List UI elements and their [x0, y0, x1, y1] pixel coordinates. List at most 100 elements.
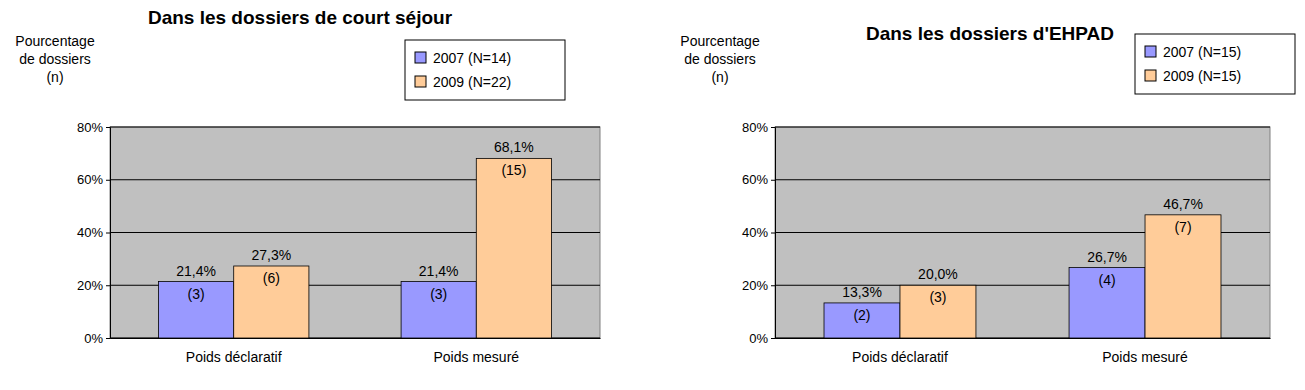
y-tick: 80%: [77, 120, 110, 135]
count-label: (3): [188, 286, 205, 302]
y-tick-label: 60%: [77, 172, 103, 187]
data-label: 27,3%: [251, 247, 291, 263]
x-axis: Poids déclaratif Poids mesuré: [111, 338, 601, 365]
legend-label: 2009 (N=22): [433, 74, 511, 90]
y-tick-mark: [106, 285, 110, 286]
y-tick-mark: [771, 233, 775, 234]
y-axis-title: Pourcentagede dossiers(n): [15, 33, 95, 85]
legend-item: 2009 (N=22): [415, 74, 511, 90]
y-tick-mark: [771, 285, 775, 286]
y-tick: 0%: [84, 331, 110, 346]
y-tick-label: 80%: [77, 120, 103, 135]
chart: 0% 20% 40% 60% 80% Poids déclaratif Poids mesu…: [680, 23, 1295, 365]
legend-label: 2009 (N=15): [1163, 68, 1241, 84]
y-axis-line: [771, 128, 776, 339]
count-label: (7): [1174, 219, 1191, 235]
data-labels: 13,3% (2) 26,7% (4) 20,0% (3) 46,7% (7): [842, 196, 1203, 323]
bar: [1145, 215, 1221, 338]
x-tick: Poids mesuré: [1102, 338, 1188, 365]
x-axis-line: [776, 338, 1271, 339]
count-label: (3): [929, 289, 946, 305]
count-label: (3): [430, 286, 447, 302]
grid: [110, 127, 600, 338]
legend-box: [1135, 34, 1295, 94]
legend-box: [405, 40, 565, 100]
y-tick: 40%: [742, 225, 775, 240]
y-axis-title: Pourcentagede dossiers(n): [680, 33, 760, 85]
y-tick-label: 40%: [77, 225, 103, 240]
grid-line: [775, 179, 1270, 180]
data-label: 21,4%: [419, 263, 459, 279]
bars: [824, 215, 1221, 338]
legend-item: 2007 (N=15): [1145, 44, 1241, 60]
y-tick-label: 20%: [77, 278, 103, 293]
legend: 2007 (N=15) 2009 (N=15): [1135, 34, 1295, 94]
chart-canvas: 0% 20% 40% 60% 80% Poids déclaratif Poids mesu…: [0, 0, 1305, 390]
legend-swatch: [415, 76, 426, 87]
y-axis: 0% 20% 40% 60% 80%: [77, 120, 111, 346]
y-tick-mark: [771, 338, 775, 339]
data-label: 46,7%: [1163, 196, 1203, 212]
legend-swatch: [1145, 46, 1156, 57]
y-axis-line: [106, 128, 111, 339]
plot-area: [110, 127, 600, 338]
y-tick-label: 0%: [84, 331, 103, 346]
y-tick-label: 40%: [742, 225, 768, 240]
legend-label: 2007 (N=14): [433, 50, 511, 66]
x-tick-label: Poids mesuré: [1102, 349, 1188, 365]
legend: 2007 (N=14) 2009 (N=22): [405, 40, 565, 100]
chart-title: Dans les dossiers d'EHPAD: [866, 23, 1114, 44]
y-tick: 60%: [77, 172, 110, 187]
y-tick-label: 80%: [742, 120, 768, 135]
data-label: 68,1%: [494, 139, 534, 155]
y-tick: 20%: [742, 278, 775, 293]
x-tick: Poids déclaratif: [186, 338, 282, 365]
grid-line: [110, 127, 600, 128]
y-tick-mark: [771, 180, 775, 181]
bar: [159, 282, 234, 338]
bar: [234, 266, 309, 338]
chart-title: Dans les dossiers de court séjour: [148, 7, 453, 28]
bar: [476, 158, 551, 338]
count-label: (6): [263, 270, 280, 286]
legend-swatch: [1145, 70, 1156, 81]
y-tick-label: 60%: [742, 172, 768, 187]
plot-area: [775, 127, 1270, 338]
count-label: (15): [501, 162, 526, 178]
legend-item: 2007 (N=14): [415, 50, 511, 66]
x-tick-label: Poids déclaratif: [852, 349, 948, 365]
x-tick-label: Poids mesuré: [433, 349, 519, 365]
count-label: (2): [853, 307, 870, 323]
x-tick: Poids déclaratif: [852, 338, 948, 365]
y-tick: 40%: [77, 225, 110, 240]
y-tick-mark: [771, 127, 775, 128]
y-tick: 80%: [742, 120, 775, 135]
x-tick-label: Poids déclaratif: [186, 349, 282, 365]
count-label: (4): [1098, 272, 1115, 288]
legend-item: 2009 (N=15): [1145, 68, 1241, 84]
y-tick-mark: [106, 233, 110, 234]
y-tick-mark: [106, 338, 110, 339]
chart: 0% 20% 40% 60% 80% Poids déclaratif Poids mesu…: [15, 7, 600, 365]
x-axis: Poids déclaratif Poids mesuré: [776, 338, 1271, 365]
data-label: 21,4%: [176, 263, 216, 279]
bar: [900, 285, 976, 338]
bars: [159, 158, 552, 338]
y-tick-mark: [106, 127, 110, 128]
data-label: 20,0%: [918, 266, 958, 282]
bar: [824, 303, 900, 338]
y-tick: 0%: [749, 331, 775, 346]
x-tick: Poids mesuré: [433, 338, 519, 365]
y-tick-label: 0%: [749, 331, 768, 346]
y-tick-mark: [106, 180, 110, 181]
data-labels: 21,4% (3) 21,4% (3) 27,3% (6) 68,1% (15): [176, 139, 533, 301]
data-label: 13,3%: [842, 284, 882, 300]
grid: [775, 127, 1270, 338]
legend-label: 2007 (N=15): [1163, 44, 1241, 60]
legend-swatch: [415, 52, 426, 63]
grid-line: [775, 127, 1270, 128]
bar: [1069, 268, 1145, 338]
y-axis: 0% 20% 40% 60% 80%: [742, 120, 776, 346]
x-axis-line: [111, 338, 601, 339]
data-label: 26,7%: [1087, 249, 1127, 265]
